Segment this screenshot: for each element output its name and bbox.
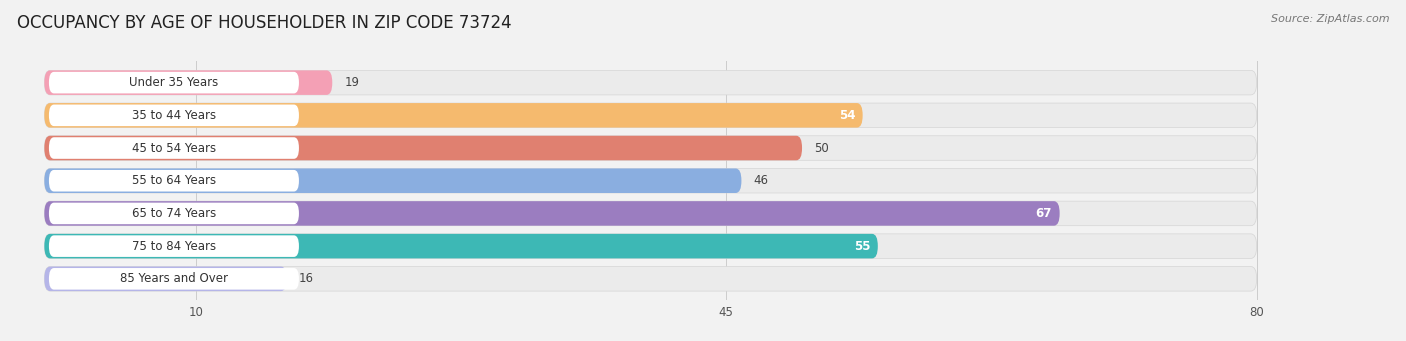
FancyBboxPatch shape [49, 105, 299, 126]
FancyBboxPatch shape [45, 168, 1257, 193]
Text: 55 to 64 Years: 55 to 64 Years [132, 174, 217, 187]
FancyBboxPatch shape [45, 234, 1257, 258]
Text: 16: 16 [299, 272, 314, 285]
FancyBboxPatch shape [45, 70, 332, 95]
Text: 46: 46 [754, 174, 769, 187]
FancyBboxPatch shape [45, 103, 863, 128]
Text: 65 to 74 Years: 65 to 74 Years [132, 207, 217, 220]
Text: 35 to 44 Years: 35 to 44 Years [132, 109, 217, 122]
Text: 19: 19 [344, 76, 360, 89]
FancyBboxPatch shape [49, 170, 299, 192]
FancyBboxPatch shape [45, 103, 1257, 128]
FancyBboxPatch shape [45, 168, 741, 193]
FancyBboxPatch shape [45, 234, 877, 258]
FancyBboxPatch shape [49, 235, 299, 257]
FancyBboxPatch shape [45, 267, 287, 291]
Text: Source: ZipAtlas.com: Source: ZipAtlas.com [1271, 14, 1389, 24]
FancyBboxPatch shape [45, 201, 1060, 226]
Text: 67: 67 [1036, 207, 1052, 220]
Text: 55: 55 [853, 240, 870, 253]
FancyBboxPatch shape [49, 72, 299, 93]
Text: 85 Years and Over: 85 Years and Over [120, 272, 228, 285]
Text: Under 35 Years: Under 35 Years [129, 76, 218, 89]
FancyBboxPatch shape [45, 267, 1257, 291]
FancyBboxPatch shape [45, 136, 1257, 160]
Text: OCCUPANCY BY AGE OF HOUSEHOLDER IN ZIP CODE 73724: OCCUPANCY BY AGE OF HOUSEHOLDER IN ZIP C… [17, 14, 512, 32]
FancyBboxPatch shape [49, 203, 299, 224]
FancyBboxPatch shape [45, 70, 1257, 95]
FancyBboxPatch shape [49, 268, 299, 290]
Text: 50: 50 [814, 142, 830, 154]
FancyBboxPatch shape [45, 136, 801, 160]
Text: 75 to 84 Years: 75 to 84 Years [132, 240, 217, 253]
FancyBboxPatch shape [45, 201, 1257, 226]
Text: 45 to 54 Years: 45 to 54 Years [132, 142, 217, 154]
FancyBboxPatch shape [49, 137, 299, 159]
Text: 54: 54 [838, 109, 855, 122]
